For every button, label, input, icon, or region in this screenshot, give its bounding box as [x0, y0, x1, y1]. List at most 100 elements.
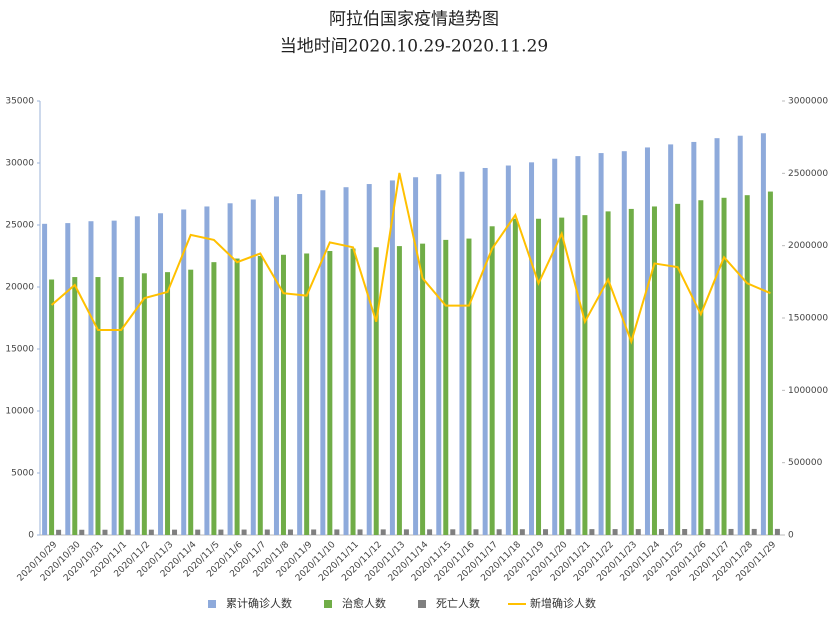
y2-tick-label: 0 — [788, 531, 794, 541]
y-tick-label: 35000 — [5, 97, 34, 107]
bar — [389, 180, 395, 535]
bar — [311, 529, 317, 535]
y2-tick-label: 2500000 — [788, 169, 828, 179]
bar — [644, 147, 650, 536]
bar — [118, 277, 124, 535]
legend-label: 累计确诊人数 — [226, 596, 292, 610]
bar — [714, 138, 720, 536]
bar — [211, 262, 217, 535]
bar — [496, 529, 502, 535]
y-tick-label: 0 — [28, 531, 34, 541]
bar — [450, 529, 456, 535]
bar — [552, 158, 558, 536]
bar — [141, 273, 147, 535]
bar — [373, 247, 379, 535]
bar — [257, 255, 263, 536]
bar — [751, 528, 757, 535]
y-tick-label: 5000 — [11, 469, 34, 479]
bar — [621, 151, 627, 535]
chart-subtitle: 当地时间2020.10.29-2020.11.29 — [280, 37, 548, 57]
bar — [79, 529, 85, 535]
bar — [536, 218, 542, 535]
bar — [195, 529, 201, 535]
bar — [589, 529, 595, 535]
line — [50, 172, 771, 345]
bar — [380, 529, 386, 535]
legend-swatch — [324, 600, 332, 608]
bar — [227, 203, 233, 535]
bar — [427, 529, 433, 535]
y-tick-label: 20000 — [5, 283, 34, 293]
y2-tick-label: 3000000 — [788, 97, 828, 107]
bar — [628, 208, 634, 535]
y2-tick-label: 1500000 — [788, 314, 828, 324]
bar — [65, 223, 71, 535]
bar — [396, 246, 402, 536]
bar — [72, 277, 78, 535]
bar — [744, 195, 750, 536]
bar — [691, 141, 697, 535]
bar — [760, 133, 766, 535]
legend-label: 治愈人数 — [342, 596, 386, 610]
bar — [582, 215, 588, 535]
bar — [466, 238, 472, 535]
bar — [774, 528, 780, 535]
bar — [482, 167, 488, 536]
legend-swatch — [208, 600, 216, 608]
bar — [102, 529, 108, 535]
bar — [728, 528, 734, 535]
bar — [134, 216, 140, 536]
bar — [241, 529, 247, 535]
bar — [172, 529, 178, 535]
bar — [327, 251, 333, 535]
bar — [366, 184, 372, 535]
bar — [125, 529, 131, 535]
bar — [250, 199, 256, 535]
bar — [559, 217, 565, 536]
bar — [575, 156, 581, 536]
bar — [598, 153, 604, 535]
bar — [519, 529, 525, 535]
y-tick-label: 10000 — [5, 407, 34, 417]
bar — [543, 529, 549, 535]
bar — [350, 248, 356, 535]
bar — [234, 258, 240, 535]
bar — [287, 529, 293, 535]
bar — [95, 277, 101, 535]
bar — [334, 529, 340, 535]
bar — [698, 200, 704, 535]
bar — [148, 529, 154, 535]
bar — [204, 206, 210, 535]
legend-label: 死亡人数 — [436, 596, 480, 610]
bar — [612, 529, 618, 535]
y2-tick-label: 1000000 — [788, 386, 828, 396]
bar — [459, 171, 465, 535]
bar — [188, 269, 194, 535]
bar — [280, 254, 286, 535]
bar — [165, 272, 171, 535]
bar — [605, 211, 611, 535]
bar — [403, 529, 409, 535]
bar — [320, 190, 326, 535]
bar — [473, 529, 479, 535]
bar — [566, 529, 572, 535]
legend-label: 新增确诊人数 — [530, 596, 596, 610]
bar — [343, 187, 349, 536]
bar — [721, 197, 727, 536]
bar — [42, 223, 48, 535]
bar — [529, 162, 535, 535]
y2-tick-label: 2000000 — [788, 241, 828, 251]
bar — [181, 209, 187, 535]
bar — [668, 144, 674, 535]
legend-swatch — [418, 600, 426, 608]
bar — [111, 220, 117, 535]
bar — [304, 253, 310, 535]
bar — [767, 191, 773, 535]
bar — [49, 279, 55, 535]
bar — [273, 196, 279, 536]
bar — [489, 226, 495, 536]
bar — [297, 194, 303, 535]
bar — [737, 135, 743, 535]
bar — [505, 165, 511, 535]
